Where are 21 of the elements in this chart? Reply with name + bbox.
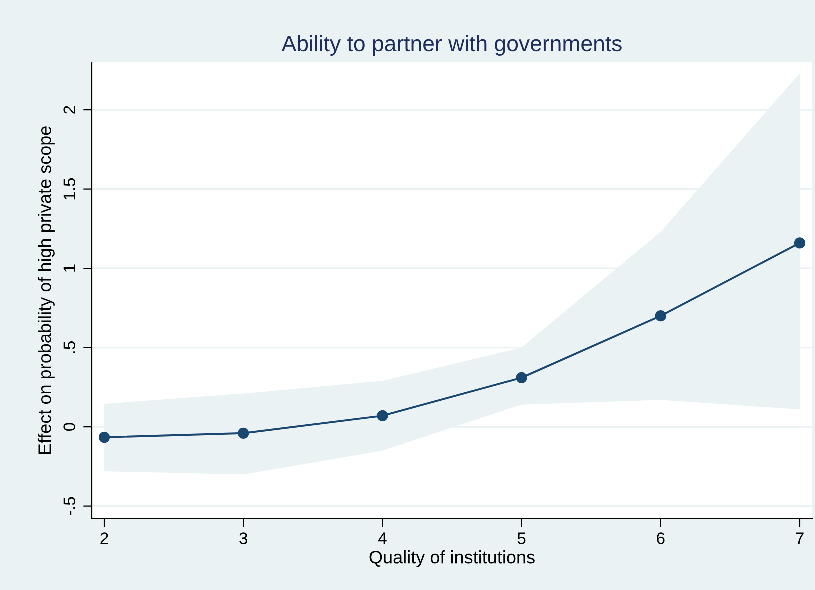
x-tick-label: 7 <box>796 532 804 544</box>
point <box>655 310 666 322</box>
point <box>794 238 806 249</box>
y-tick-label: .5 <box>64 342 76 354</box>
y-tick-label: 2 <box>64 106 76 114</box>
point <box>238 428 250 439</box>
x-tick-label: 6 <box>657 532 665 544</box>
point <box>516 372 528 384</box>
y-tick-label: 1 <box>64 264 76 272</box>
y-axis-title: Effect on probability of high private scope <box>38 126 55 454</box>
x-tick-label: 4 <box>378 532 387 544</box>
x-tick-label: 5 <box>518 532 526 544</box>
point <box>98 432 110 444</box>
x-axis-title: Quality of institutions <box>370 550 535 568</box>
y-tick-label: 0 <box>64 423 76 432</box>
x-tick-label: 2 <box>100 532 108 544</box>
x-tick-label: 3 <box>240 532 248 544</box>
point <box>377 410 388 422</box>
y-tick-label: 1.5 <box>64 178 76 200</box>
chart-title: Ability to partner with governments <box>282 35 622 56</box>
y-tick-label: -.5 <box>64 497 76 516</box>
